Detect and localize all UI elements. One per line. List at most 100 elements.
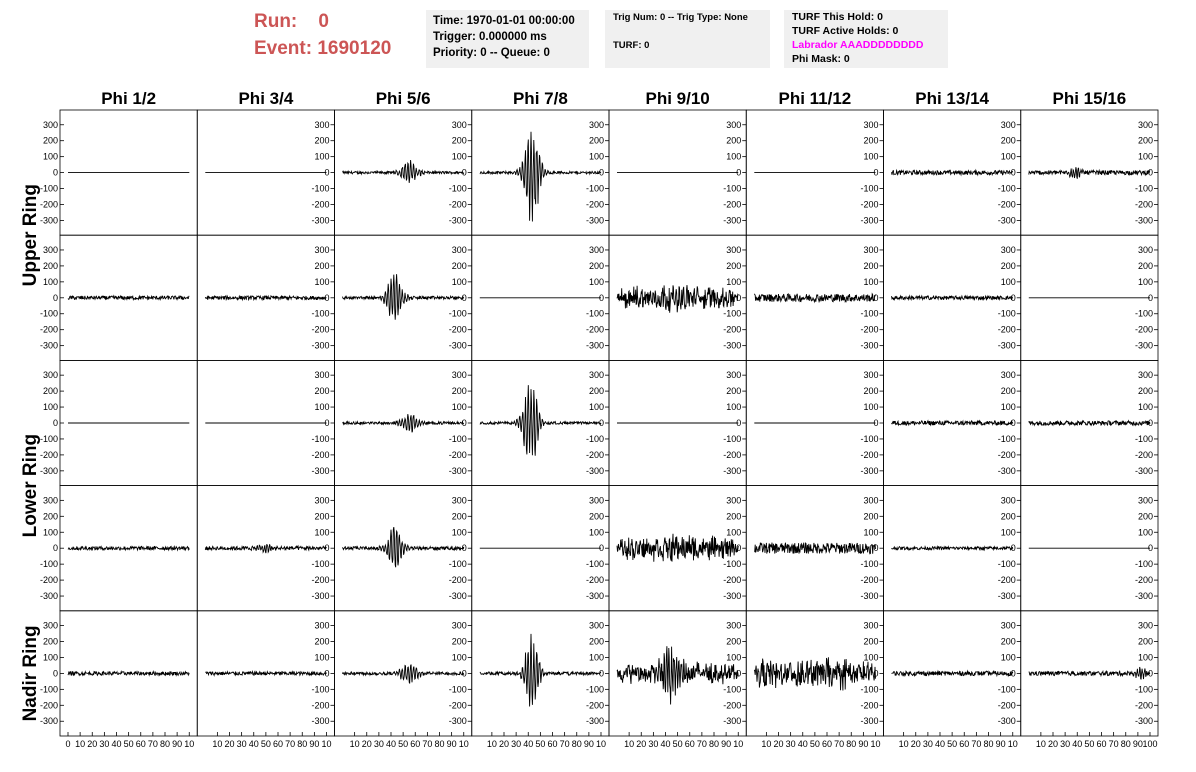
- y-tick-label: 0: [599, 668, 604, 678]
- turf-info-box: TURF This Hold: 0 TURF Active Holds: 0 L…: [784, 10, 948, 68]
- x-tick-label: 30: [786, 739, 796, 749]
- event-label: Event:: [254, 38, 313, 59]
- y-tick-label: -200: [723, 700, 741, 710]
- y-tick-label: 100: [452, 652, 467, 662]
- y-tick-label: 0: [462, 668, 467, 678]
- y-tick-label: 200: [43, 511, 58, 521]
- y-tick-label: 0: [1011, 418, 1016, 428]
- y-tick-label: -100: [860, 434, 878, 444]
- y-tick-label: 200: [589, 136, 604, 146]
- waveform-trace: [342, 274, 465, 320]
- y-tick-label: 200: [1001, 511, 1016, 521]
- y-tick-label: -300: [311, 341, 329, 351]
- y-tick-label: -300: [723, 341, 741, 351]
- y-tick-label: 200: [589, 386, 604, 396]
- y-tick-label: 0: [53, 293, 58, 303]
- y-tick-label: 0: [1148, 543, 1153, 553]
- x-tick-label: 50: [1084, 739, 1094, 749]
- y-tick-label: -200: [586, 325, 604, 335]
- y-tick-label: 300: [43, 495, 58, 505]
- x-tick-label: 30: [923, 739, 933, 749]
- phi-column-label: Phi 1/2: [101, 89, 156, 108]
- y-tick-label: -300: [586, 716, 604, 726]
- phi-column-label: Phi 9/10: [645, 89, 709, 108]
- waveform-trace: [479, 385, 602, 456]
- y-tick-label: 100: [314, 527, 329, 537]
- y-tick-label: -300: [586, 341, 604, 351]
- y-tick-label: -300: [311, 591, 329, 601]
- x-tick-label: 40: [1072, 739, 1082, 749]
- waveform-panel: -300 -200 -100 0 100 200 300: [745, 359, 884, 486]
- y-tick-label: -300: [40, 215, 58, 225]
- y-tick-label: 300: [589, 120, 604, 130]
- waveform-panel: -300 -200 -100 0 100 200 300: [1020, 234, 1159, 361]
- y-tick-label: 300: [1001, 245, 1016, 255]
- y-tick-label: 200: [1001, 637, 1016, 647]
- y-tick-label: -200: [1135, 575, 1153, 585]
- ring-label: Upper Ring: [20, 184, 41, 286]
- y-tick-label: 200: [863, 386, 878, 396]
- waveform-trace: [891, 168, 1014, 177]
- y-tick-label: -200: [998, 199, 1016, 209]
- y-tick-label: 0: [599, 418, 604, 428]
- y-tick-label: 0: [53, 543, 58, 553]
- waveform-panel: -300 -200 -100 0 100 200 300: [196, 359, 335, 486]
- y-tick-label: 0: [873, 668, 878, 678]
- y-tick-label: 300: [726, 495, 741, 505]
- y-tick-label: 0: [1011, 168, 1016, 178]
- y-tick-label: -200: [40, 325, 58, 335]
- y-tick-label: 300: [314, 370, 329, 380]
- waveform-trace: [1028, 666, 1151, 680]
- y-tick-label: 200: [726, 386, 741, 396]
- y-tick-label: 100: [726, 402, 741, 412]
- y-tick-label: -100: [723, 309, 741, 319]
- waveform-trace: [753, 292, 876, 304]
- y-tick-label: 0: [736, 668, 741, 678]
- x-tick-label: 40: [935, 739, 945, 749]
- y-tick-label: -200: [860, 700, 878, 710]
- x-tick-label: 30: [374, 739, 384, 749]
- waveform-trace: [616, 285, 739, 313]
- y-tick-label: 200: [1138, 261, 1153, 271]
- y-tick-label: 100: [314, 652, 329, 662]
- x-tick-label: 30: [99, 739, 109, 749]
- y-tick-label: 200: [863, 136, 878, 146]
- y-tick-label: 100: [1138, 152, 1153, 162]
- waveform-panel: -300 -200 -100 0 100 200 300: [745, 485, 884, 612]
- y-tick-label: -300: [449, 215, 467, 225]
- x-tick-label: 60: [273, 739, 283, 749]
- y-tick-label: 100: [1001, 527, 1016, 537]
- waveform-trace: [891, 294, 1014, 302]
- y-tick-label: 100: [1138, 652, 1153, 662]
- turf-text: TURF: 0: [613, 40, 650, 51]
- y-tick-label: -300: [40, 466, 58, 476]
- phi-column-label: Phi 3/4: [238, 89, 293, 108]
- y-tick-label: 300: [314, 120, 329, 130]
- x-tick-label: 80: [846, 739, 856, 749]
- y-tick-label: 100: [726, 527, 741, 537]
- x-tick-label: 90: [858, 739, 868, 749]
- y-tick-label: 100: [452, 527, 467, 537]
- y-tick-label: -100: [723, 684, 741, 694]
- y-tick-label: -300: [723, 215, 741, 225]
- y-tick-label: -300: [1135, 341, 1153, 351]
- x-tick-label: 70: [971, 739, 981, 749]
- x-tick-label: 10: [75, 739, 85, 749]
- y-tick-label: -100: [586, 434, 604, 444]
- x-tick-label: 90: [584, 739, 594, 749]
- y-tick-label: 300: [1138, 495, 1153, 505]
- waveform-panel: -300 -200 -100 0 100 200 300: [608, 485, 747, 612]
- time-info-box: Time: 1970-01-01 00:00:00 Trigger: 0.000…: [426, 10, 589, 68]
- y-tick-label: 300: [1138, 245, 1153, 255]
- waveform-panel: -300 -200 -100 0 100 200 300: [608, 109, 747, 236]
- y-tick-label: -100: [586, 184, 604, 194]
- x-tick-label: 80: [709, 739, 719, 749]
- y-tick-label: 0: [53, 668, 58, 678]
- x-tick-label: 20: [362, 739, 372, 749]
- run-line: Run: 0: [254, 11, 329, 33]
- y-tick-label: -300: [311, 215, 329, 225]
- waveform-trace: [67, 669, 190, 677]
- y-tick-label: -100: [723, 559, 741, 569]
- y-tick-label: -100: [1135, 184, 1153, 194]
- y-tick-label: -100: [723, 434, 741, 444]
